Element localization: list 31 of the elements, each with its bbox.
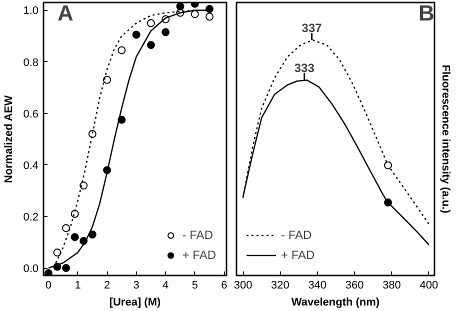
y-tick-label: 0.2: [23, 211, 39, 224]
x-tick-label: 340: [308, 280, 327, 292]
y-tick-label: 1.0: [23, 5, 39, 18]
text: B: [418, 0, 434, 26]
x-tick-label: 400: [420, 280, 438, 292]
x-tick-label: 380: [382, 280, 401, 292]
x-tick-label: 2: [104, 280, 110, 292]
x-tick-label: 5: [192, 280, 198, 292]
x-axis-title: [Urea] (M): [109, 296, 162, 308]
x-tick-label: 6: [221, 280, 228, 292]
y-tick-label: 0.4: [23, 160, 39, 172]
x-tick-label: 320: [271, 280, 290, 292]
x-axis-title: Wavelength (nm): [291, 296, 380, 308]
x-tick-label: 1: [74, 280, 81, 292]
x-tick-label: 360: [345, 280, 364, 292]
x-tick-label: 0: [45, 280, 52, 292]
y-tick-label: 0.6: [23, 108, 39, 120]
x-tick-label: 300: [234, 280, 252, 292]
y-axis-title: Normalized AEW: [3, 94, 16, 184]
y2-axis-title: Fluorescence intensity (a.u.): [440, 64, 452, 214]
y-tick-label: 0.8: [23, 56, 39, 69]
x-tick-label: 3: [133, 280, 140, 292]
annotation: 333: [294, 61, 315, 76]
annotation: 337: [302, 21, 322, 36]
y-tick-label: 0.0: [23, 263, 39, 276]
legend-label: - FAD: [182, 228, 213, 242]
x-tick-label: 4: [162, 280, 169, 292]
legend-label: + FAD: [182, 248, 216, 262]
legend-label: + FAD: [281, 248, 315, 262]
legend-label: - FAD: [281, 228, 312, 242]
annotation: A: [58, 0, 74, 26]
